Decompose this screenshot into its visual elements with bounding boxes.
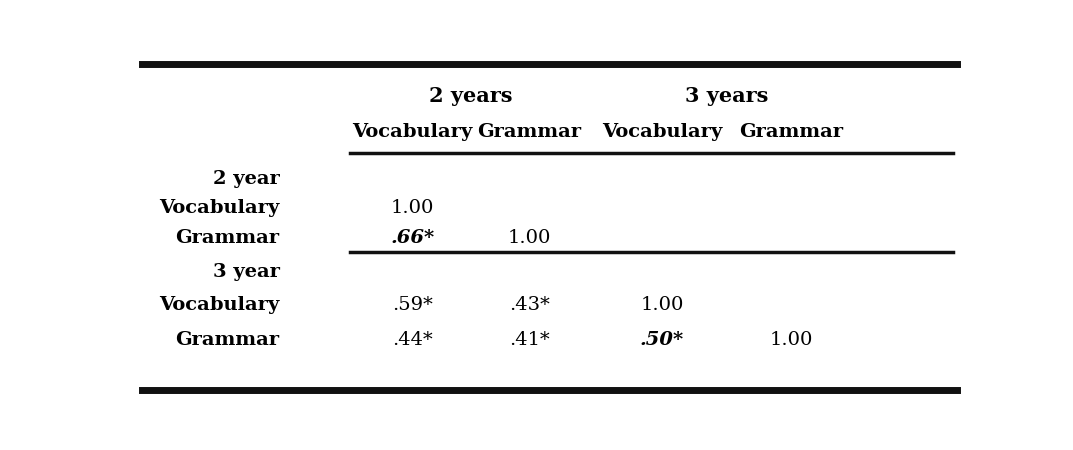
Text: 1.00: 1.00 (641, 296, 684, 314)
Text: 1.00: 1.00 (391, 199, 435, 217)
Text: .41*: .41* (509, 331, 549, 349)
Text: Grammar: Grammar (176, 229, 280, 247)
Text: Grammar: Grammar (477, 123, 582, 141)
Text: Vocabulary: Vocabulary (602, 123, 722, 141)
Text: .44*: .44* (393, 331, 433, 349)
Text: 1.00: 1.00 (508, 229, 550, 247)
Text: .66*: .66* (391, 229, 435, 247)
Text: 3 year: 3 year (212, 263, 280, 281)
Text: Vocabulary: Vocabulary (159, 199, 280, 217)
Text: .50*: .50* (641, 331, 685, 349)
Text: 3 years: 3 years (685, 86, 768, 106)
Text: 2 years: 2 years (429, 86, 513, 106)
Text: Grammar: Grammar (739, 123, 843, 141)
Text: .59*: .59* (393, 296, 433, 314)
Text: Vocabulary: Vocabulary (159, 296, 280, 314)
Text: Grammar: Grammar (176, 331, 280, 349)
Text: 2 year: 2 year (212, 170, 280, 188)
Text: Vocabulary: Vocabulary (353, 123, 473, 141)
Text: .43*: .43* (509, 296, 549, 314)
Text: 1.00: 1.00 (769, 331, 812, 349)
